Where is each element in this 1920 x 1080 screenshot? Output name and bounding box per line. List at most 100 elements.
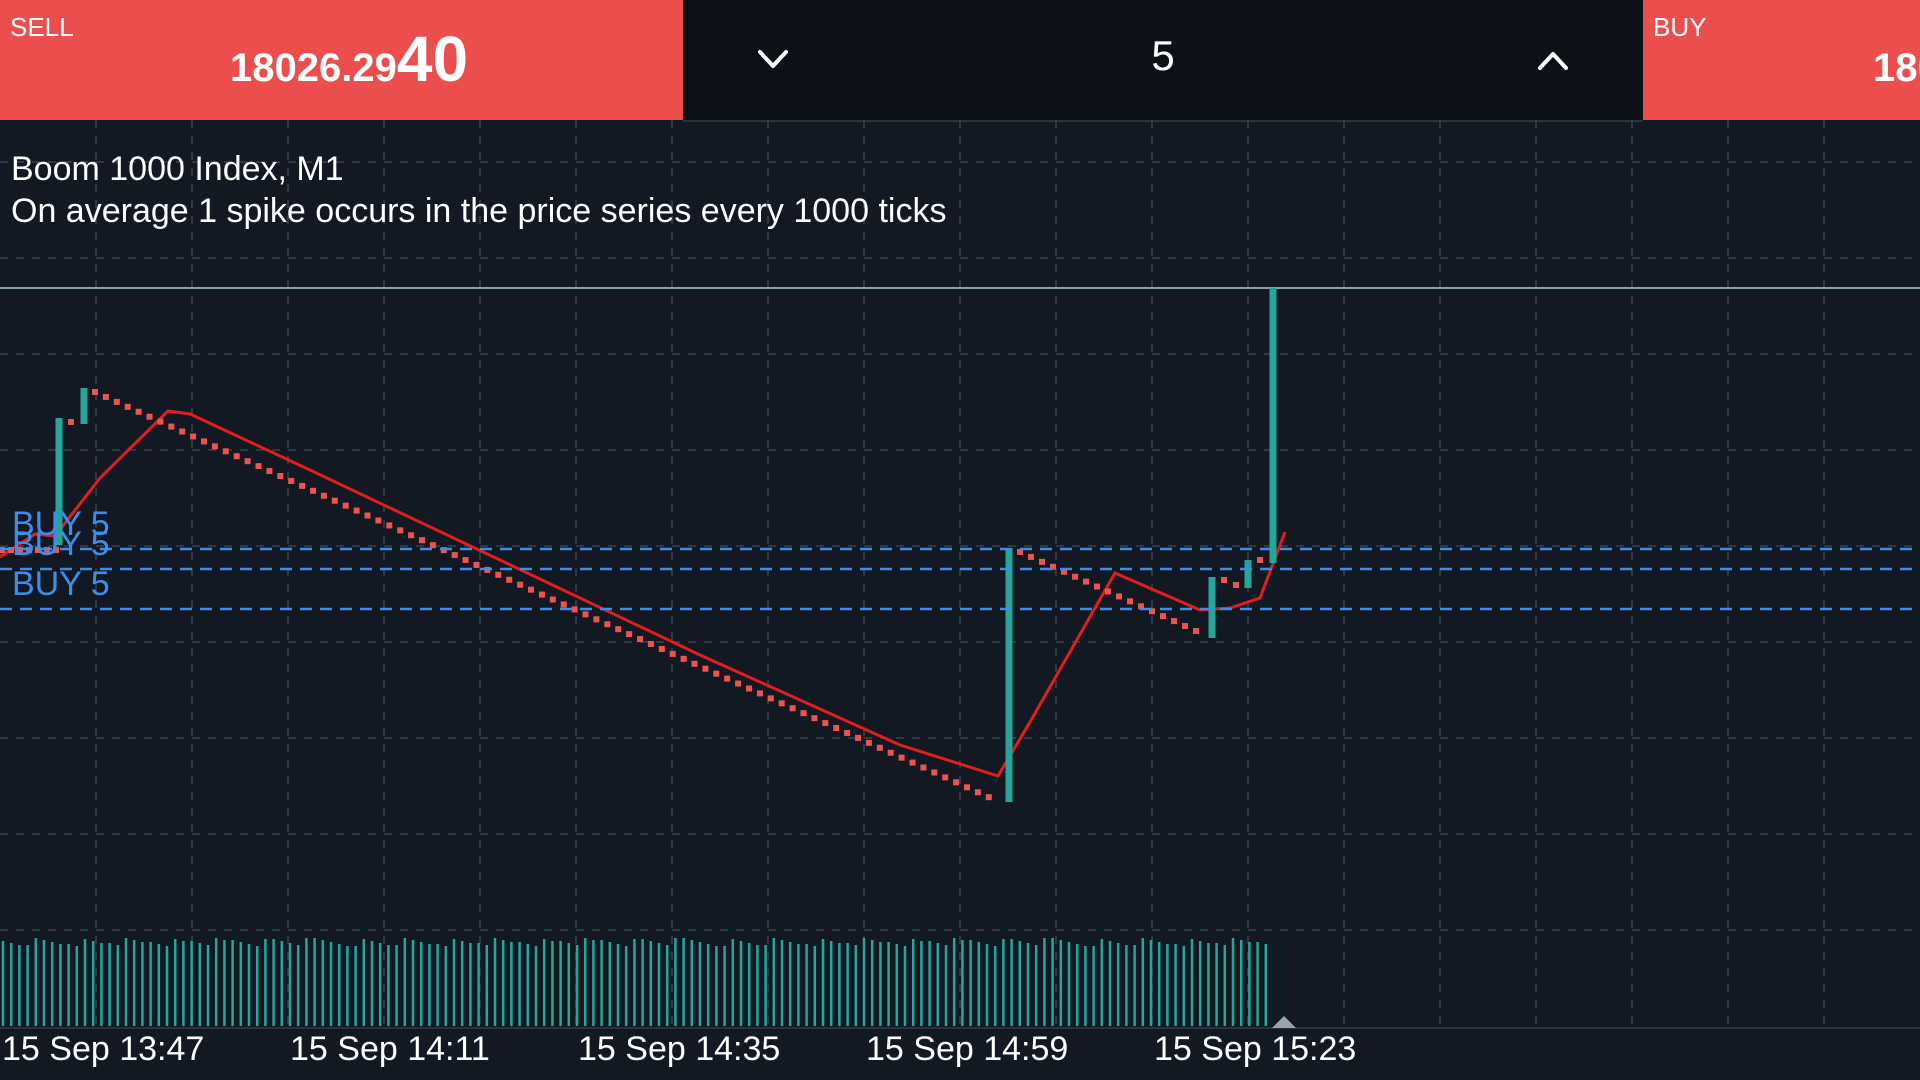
- candle-bearish: [408, 532, 415, 539]
- candle-bearish: [789, 705, 796, 712]
- x-tick-label: 15 Sep 14:59: [866, 1030, 1069, 1068]
- candle-bearish: [964, 784, 970, 791]
- candle-bearish: [855, 734, 861, 741]
- candle-bearish: [495, 571, 502, 578]
- candle-bearish: [517, 581, 524, 588]
- candle-bearish: [233, 453, 240, 460]
- candle-bearish: [397, 527, 404, 534]
- candle-bearish: [887, 749, 894, 756]
- candle-bearish: [451, 552, 458, 559]
- candle-bearish: [320, 492, 327, 499]
- candle-bearish: [1017, 549, 1023, 555]
- candle-bearish: [244, 458, 251, 465]
- buy-button[interactable]: BUY 180: [1643, 0, 1920, 120]
- candle-bearish: [604, 621, 611, 628]
- candle-bearish: [571, 606, 578, 613]
- symbol-title: Boom 1000 Index, M1: [11, 150, 344, 188]
- candle-bearish: [876, 744, 883, 751]
- candle-bearish: [364, 512, 371, 519]
- candle-bearish: [735, 680, 742, 687]
- candle-bearish: [462, 557, 469, 564]
- candle-bearish: [833, 725, 840, 732]
- candle-bearish: [102, 393, 109, 400]
- candle-bearish: [724, 675, 731, 682]
- candle-bearish: [331, 497, 338, 504]
- candle-bearish: [419, 537, 425, 544]
- candle-bearish: [168, 423, 175, 430]
- candle-bearish: [113, 398, 120, 405]
- sell-label: SELL: [10, 12, 74, 42]
- candle-bullish: [1269, 288, 1277, 563]
- candle-bearish: [898, 754, 905, 761]
- candle-bearish: [1257, 557, 1263, 563]
- candle-bearish: [767, 695, 774, 702]
- candle-bearish: [146, 413, 153, 420]
- candle-bearish: [135, 408, 142, 415]
- candle-bearish: [844, 729, 851, 736]
- candle-bearish: [1233, 582, 1239, 588]
- order-lines: [0, 547, 1920, 611]
- trade-toolbar: SELL 18026.2940 5 BUY 180: [0, 0, 1920, 122]
- lot-size-value[interactable]: 5: [1151, 32, 1175, 79]
- chevron-down-icon: [758, 50, 788, 68]
- candle-bullish: [1005, 548, 1013, 802]
- candle-bearish: [473, 561, 480, 568]
- candle-bearish: [255, 463, 262, 470]
- volume-bars: [1, 938, 1268, 1026]
- candle-bearish: [528, 586, 534, 593]
- candle-bearish: [669, 650, 676, 657]
- candle-bearish: [179, 428, 186, 435]
- candle-bearish: [1127, 598, 1133, 605]
- chart-grid: [0, 120, 1920, 1029]
- candle-bearish: [1149, 608, 1155, 615]
- candle-bearish: [931, 769, 938, 776]
- order-label[interactable]: BUY 5: [12, 565, 110, 603]
- candle-bearish: [953, 779, 960, 786]
- candle-bearish: [865, 739, 872, 746]
- candle-bearish: [157, 418, 164, 425]
- candle-bearish: [342, 502, 349, 509]
- candle-bullish: [55, 418, 63, 545]
- x-tick-label: 15 Sep 15:23: [1154, 1030, 1357, 1068]
- candle-bearish: [658, 645, 665, 652]
- candle-bearish: [974, 789, 981, 796]
- candle-bearish: [1083, 578, 1089, 585]
- candle-bearish: [593, 616, 600, 623]
- candle-bearish: [277, 473, 284, 480]
- candle-bearish: [310, 487, 316, 494]
- lot-decrease-button[interactable]: [743, 30, 803, 90]
- candle-bearish: [222, 448, 229, 455]
- lot-increase-button[interactable]: [1523, 30, 1583, 90]
- candle-bearish: [1028, 553, 1034, 560]
- candle-bearish: [1221, 577, 1227, 583]
- candle-bearish: [1116, 593, 1122, 600]
- chart-scroll-marker[interactable]: [1272, 1016, 1296, 1028]
- candle-bearish: [582, 611, 589, 618]
- candle-bearish: [822, 720, 829, 727]
- candle-bearish: [1039, 558, 1045, 565]
- candle-bearish: [538, 591, 545, 598]
- candle-bearish: [778, 700, 785, 707]
- candle-bearish: [353, 507, 360, 514]
- candle-bearish: [680, 655, 687, 662]
- candle-bearish: [1094, 583, 1100, 590]
- symbol-description: On average 1 spike occurs in the price s…: [11, 192, 947, 230]
- candle-bearish: [647, 641, 654, 648]
- sell-button[interactable]: SELL 18026.2940: [0, 0, 683, 120]
- candle-bearish: [702, 665, 709, 672]
- candle-bullish: [80, 388, 88, 424]
- candle-bearish: [626, 631, 633, 638]
- candle-bearish: [375, 517, 382, 524]
- order-label[interactable]: BUY 5: [12, 525, 110, 563]
- candle-bearish: [1171, 618, 1177, 625]
- order-label[interactable]: BUY 5: [12, 505, 110, 543]
- candle-bearish: [1061, 568, 1067, 575]
- candle-bearish: [53, 547, 59, 553]
- candle-bearish: [1193, 627, 1199, 634]
- buy-price: 180: [1873, 22, 1920, 96]
- candle-bearish: [1072, 573, 1078, 580]
- candle-bearish: [1138, 603, 1144, 610]
- candle-bearish: [637, 636, 643, 643]
- candle-bearish: [1105, 588, 1111, 595]
